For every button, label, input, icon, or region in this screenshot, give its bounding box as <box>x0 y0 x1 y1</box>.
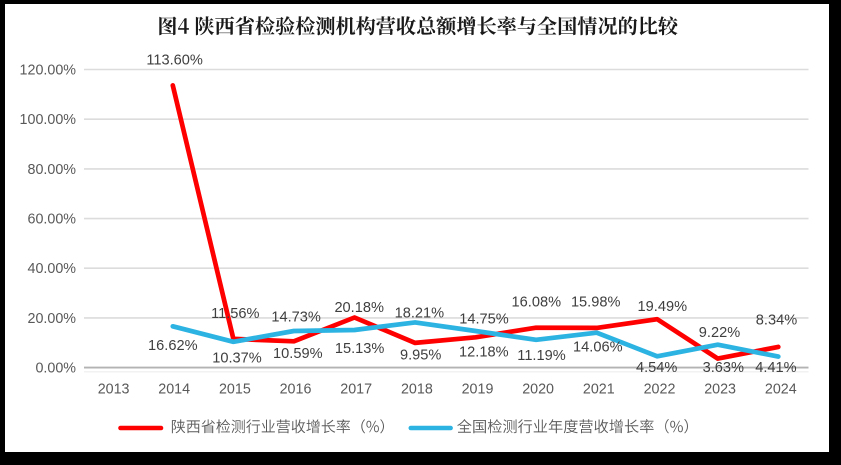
svg-text:14.06%: 14.06% <box>573 340 623 356</box>
svg-text:18.21%: 18.21% <box>395 305 445 321</box>
svg-text:120.00%: 120.00% <box>20 62 77 78</box>
svg-text:2018: 2018 <box>401 381 433 397</box>
svg-text:113.60%: 113.60% <box>146 53 203 69</box>
svg-text:12.18%: 12.18% <box>459 345 509 361</box>
svg-text:2016: 2016 <box>280 381 312 397</box>
svg-text:3.63%: 3.63% <box>703 360 744 376</box>
svg-text:2022: 2022 <box>644 381 676 397</box>
svg-text:2024: 2024 <box>765 381 797 397</box>
svg-text:2014: 2014 <box>158 381 190 397</box>
svg-text:2020: 2020 <box>522 381 554 397</box>
svg-text:2017: 2017 <box>340 381 372 397</box>
svg-text:20.00%: 20.00% <box>28 311 77 327</box>
svg-text:10.59%: 10.59% <box>273 346 323 362</box>
svg-text:2013: 2013 <box>98 381 130 397</box>
svg-text:15.98%: 15.98% <box>571 295 621 311</box>
svg-text:2015: 2015 <box>219 381 251 397</box>
svg-text:16.08%: 16.08% <box>512 295 562 311</box>
svg-text:2019: 2019 <box>462 381 494 397</box>
svg-text:11.19%: 11.19% <box>517 348 565 364</box>
svg-text:11.56%: 11.56% <box>211 306 259 322</box>
svg-text:14.75%: 14.75% <box>459 312 509 328</box>
svg-text:60.00%: 60.00% <box>28 212 77 228</box>
svg-text:20.18%: 20.18% <box>334 300 384 316</box>
svg-text:2023: 2023 <box>704 381 736 397</box>
svg-text:4.54%: 4.54% <box>636 360 677 376</box>
svg-text:8.34%: 8.34% <box>756 313 797 329</box>
svg-text:9.22%: 9.22% <box>699 325 740 341</box>
svg-text:15.13%: 15.13% <box>335 341 385 357</box>
svg-text:100.00%: 100.00% <box>20 112 77 128</box>
svg-text:10.37%: 10.37% <box>212 351 262 367</box>
svg-text:9.95%: 9.95% <box>400 348 441 364</box>
svg-text:16.62%: 16.62% <box>148 338 198 354</box>
svg-text:2021: 2021 <box>583 381 615 397</box>
svg-text:0.00%: 0.00% <box>35 361 76 377</box>
svg-text:19.49%: 19.49% <box>638 299 688 315</box>
svg-text:14.73%: 14.73% <box>271 310 321 326</box>
svg-text:4.41%: 4.41% <box>755 360 796 376</box>
svg-text:80.00%: 80.00% <box>28 162 77 178</box>
svg-text:40.00%: 40.00% <box>28 261 77 277</box>
